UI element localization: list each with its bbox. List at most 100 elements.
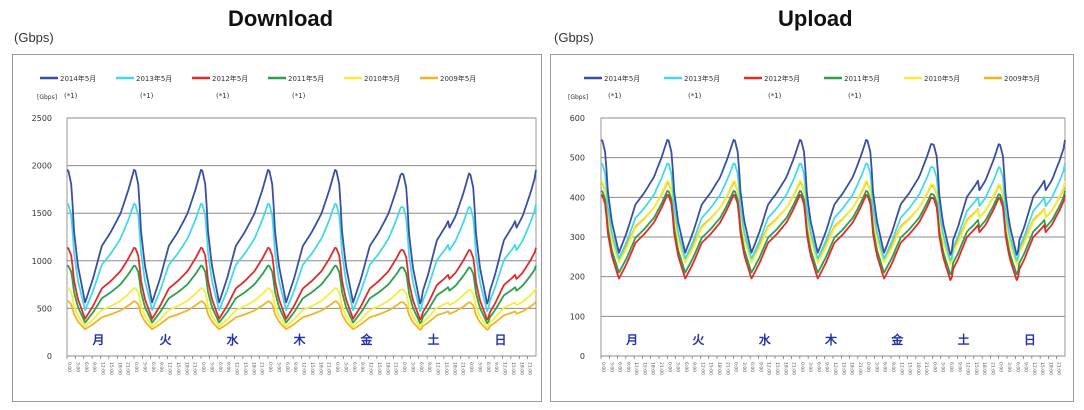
day-label: 金 [359,332,373,347]
day-label: 金 [890,332,904,347]
axis-unit-label: [Gbps] [568,94,588,101]
upload-unit-label: (Gbps) [554,30,594,45]
x-tick-label: 18:00 [650,362,656,375]
upload-title: Upload [778,6,853,31]
legend-label: 2009年5月 [440,74,476,83]
x-tick-label: 3:00 [342,362,348,372]
x-tick-label: 18:00 [782,362,788,375]
y-tick-label: 0 [47,352,52,361]
x-tick-label: 0:00 [200,362,206,372]
x-tick-label: 15:00 [510,362,516,375]
x-tick-label: 21:00 [460,362,466,375]
x-tick-label: 0:00 [401,362,407,372]
y-tick-label: 1000 [32,257,52,266]
x-tick-label: 0:00 [865,362,871,372]
x-tick-label: 18:00 [250,362,256,375]
x-tick-label: 21:00 [791,362,797,375]
x-tick-label: 21:00 [326,362,332,375]
x-tick-label: 3:00 [940,362,946,372]
y-tick-label: 500 [37,304,52,313]
x-tick-label: 6:00 [1014,362,1020,372]
x-tick-label: 6:00 [351,362,357,372]
day-label: 月 [625,333,638,347]
x-tick-label: 21:00 [658,362,664,375]
x-tick-label: 6:00 [617,362,623,372]
x-tick-label: 0:00 [133,362,139,372]
x-tick-label: 15:00 [1039,362,1045,375]
x-tick-label: 3:00 [275,362,281,372]
series-line [600,180,1066,266]
x-tick-label: 12:00 [502,362,508,375]
x-tick-label: 9:00 [625,362,631,372]
legend-note: (*1) [64,92,78,100]
x-tick-label: 12:00 [368,362,374,375]
legend-note: (*1) [768,92,782,100]
x-tick-label: 21:00 [125,362,131,375]
download-title: Download [228,6,334,31]
x-tick-label: 3:00 [873,362,879,372]
series-line [600,189,1066,276]
legend-note: (*1) [292,92,306,100]
legend-note: (*1) [140,92,154,100]
x-tick-label: 12:00 [832,362,838,375]
upload-chart: 0 100 200 300 400 500 600 [Gbps] 2014年5月 (*1) 2013… [568,74,1066,375]
legend-label: 2009年5月 [1004,74,1040,83]
x-tick-label: 6:00 [882,362,888,372]
day-label: 水 [226,332,239,347]
y-tick-label: 200 [570,273,585,282]
plot-area [66,117,537,357]
x-tick-label: 12:00 [633,362,639,375]
day-label: 火 [692,333,705,347]
x-tick-label: 6:00 [815,362,821,372]
x-tick-label: 0:00 [998,362,1004,372]
x-tick-label: 12:00 [167,362,173,375]
series-line [66,168,537,305]
x-tick-label: 9:00 [359,362,365,372]
x-tick-label: 21:00 [724,362,730,375]
x-tick-label: 6:00 [217,362,223,372]
legend-label: 2014年5月 [60,74,96,83]
x-tick-label: 15:00 [108,362,114,375]
x-tick-label: 3:00 [409,362,415,372]
x-tick-label: 3:00 [476,362,482,372]
legend-label: 2010年5月 [364,74,400,83]
series-line [66,246,537,321]
y-tick-label: 600 [570,114,585,123]
x-tick-label: 21:00 [989,362,995,375]
x-tick-label: 9:00 [691,362,697,372]
series-line [66,202,537,313]
download-chart-frame [12,54,542,402]
x-tick-label: 9:00 [824,362,830,372]
y-tick-label: 500 [570,154,585,163]
y-tick-label: 100 [570,312,585,321]
legend-note: (*1) [848,92,862,100]
legend-note: (*1) [688,92,702,100]
x-tick-label: 15:00 [376,362,382,375]
x-tick-label: 18:00 [849,362,855,375]
x-tick-label: 3:00 [807,362,813,372]
x-tick-label: 6:00 [485,362,491,372]
x-tick-label: 0:00 [468,362,474,372]
x-tick-label: 6:00 [948,362,954,372]
download-chart: 0 500 1000 1500 2000 2500 [Gbps] 2014年5月 (*1) 201… [32,74,537,375]
series-line [600,138,1066,256]
day-label: 土 [427,332,439,347]
x-tick-label: 21:00 [192,362,198,375]
x-tick-label: 18:00 [384,362,390,375]
x-tick-label: 21:00 [857,362,863,375]
x-tick-label: 9:00 [757,362,763,372]
series-line [600,193,1066,282]
x-tick-label: 3:00 [208,362,214,372]
y-tick-label: 1500 [32,209,52,218]
series-line [66,300,537,331]
x-tick-label: 9:00 [158,362,164,372]
y-tick-label: 300 [570,233,585,242]
legend-label: 2012年5月 [764,74,800,83]
legend-label: 2011年5月 [844,74,880,83]
x-tick-label: 12:00 [699,362,705,375]
legend-note: (*1) [608,92,622,100]
x-tick-label: 12:00 [234,362,240,375]
x-tick-label: 0:00 [931,362,937,372]
legend-label: 2012年5月 [212,74,248,83]
x-tick-label: 6:00 [150,362,156,372]
